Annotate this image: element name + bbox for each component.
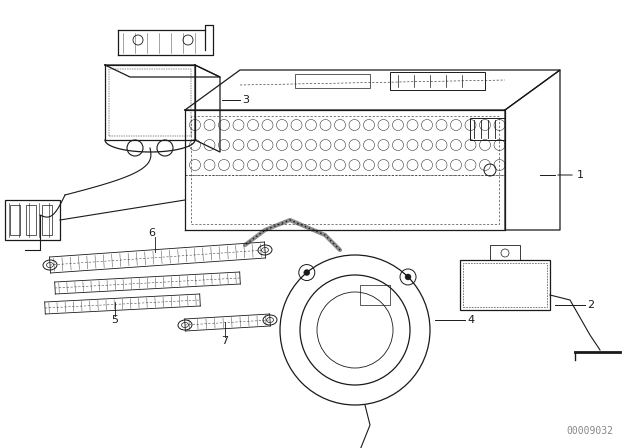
Circle shape [405, 274, 411, 280]
Bar [5, 200, 60, 240]
Text: 1: 1 [577, 170, 584, 180]
Bar [360, 285, 390, 305]
Bar [490, 245, 520, 260]
Text: 6: 6 [148, 228, 156, 238]
Bar [42, 205, 52, 235]
Bar [295, 74, 370, 88]
Bar [26, 205, 36, 235]
Bar [10, 205, 20, 235]
Bar [109, 69, 191, 136]
Bar [463, 263, 547, 307]
Text: 00009032: 00009032 [566, 426, 614, 436]
Bar [191, 116, 499, 224]
Text: 5: 5 [111, 315, 118, 325]
Text: 7: 7 [221, 336, 228, 346]
Bar [185, 110, 505, 175]
Text: 3: 3 [242, 95, 249, 105]
Bar [460, 260, 550, 310]
Circle shape [304, 270, 310, 276]
Text: 2: 2 [587, 300, 594, 310]
Bar [105, 65, 195, 140]
Bar [470, 118, 505, 140]
Text: 4: 4 [467, 315, 474, 325]
Bar [390, 72, 485, 90]
